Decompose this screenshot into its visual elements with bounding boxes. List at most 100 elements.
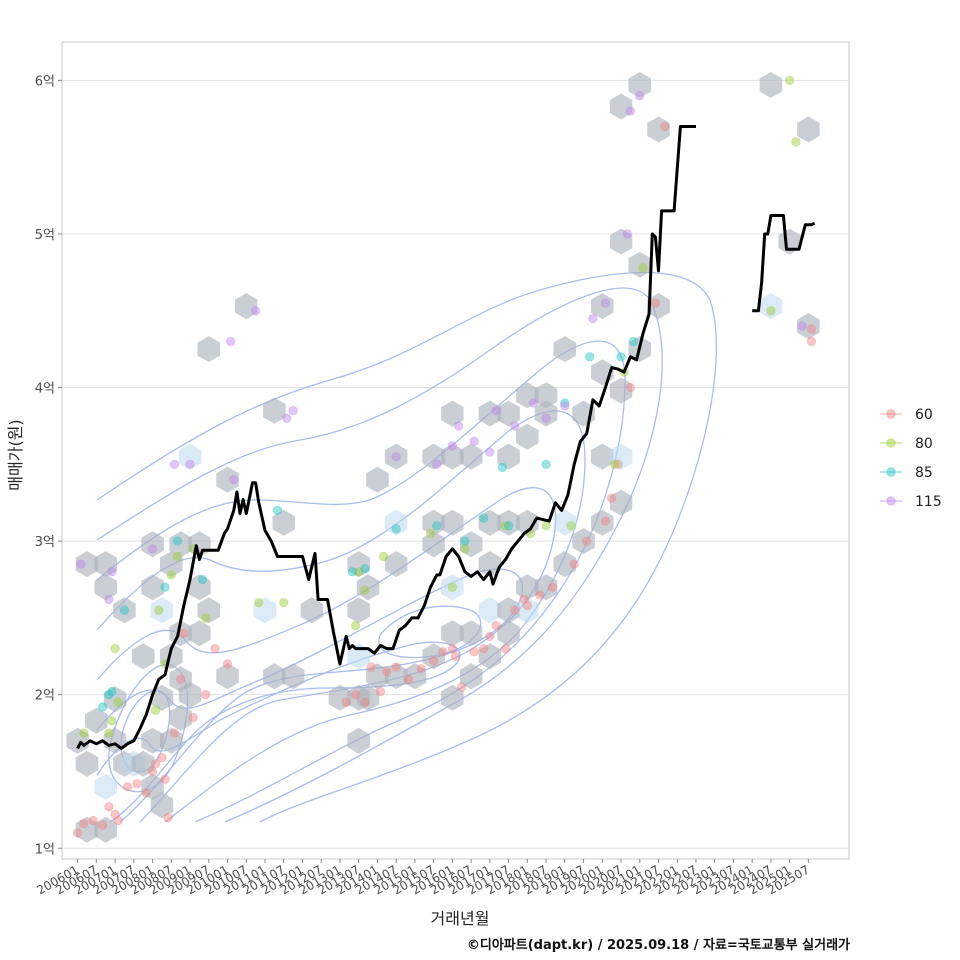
hexbin-cell: [75, 816, 99, 843]
data-point-115: [229, 474, 239, 485]
hexbin-cell: [516, 597, 539, 624]
data-point-85: [347, 567, 358, 577]
data-point-60: [188, 713, 198, 723]
x-axis-title: 거래년월: [431, 909, 490, 928]
data-point-60: [391, 662, 401, 672]
data-point-115: [282, 413, 292, 423]
data-point-60: [522, 600, 533, 611]
data-point-85: [272, 505, 283, 516]
data-point-60: [500, 643, 511, 654]
data-point-60: [382, 666, 392, 677]
hexbin-cell: [516, 574, 539, 601]
y-tick-label: 5억: [35, 228, 55, 243]
hexbin-cell: [459, 531, 483, 558]
hexbin-cell: [591, 509, 614, 536]
data-point-85: [616, 352, 626, 362]
data-point-60: [650, 298, 661, 308]
hexbin-cell: [178, 443, 202, 470]
data-point-60: [113, 815, 123, 826]
hexbin-cell: [441, 574, 464, 601]
hexbin-cell: [113, 597, 136, 624]
data-point-85: [503, 521, 514, 531]
hexbin-cell: [75, 750, 99, 777]
hexbin-cell: [797, 116, 820, 143]
data-point-60: [160, 774, 170, 784]
hexbin-cell: [160, 551, 183, 578]
hexbin-cell: [169, 704, 192, 731]
data-point-85: [560, 398, 570, 408]
hexbin-cell: [141, 727, 164, 754]
scatter-points: [72, 75, 817, 838]
data-point-85: [107, 686, 117, 697]
hexbin-cell: [141, 574, 164, 601]
contour-3: [96, 340, 626, 823]
hexbin-cell: [160, 643, 183, 670]
data-point-115: [391, 451, 401, 462]
hexbin-cell: [478, 551, 502, 578]
hexbin-cell: [591, 443, 614, 470]
legend-item-85: 85: [880, 465, 933, 481]
hexbin-cell: [188, 620, 211, 647]
data-point-85: [160, 582, 170, 592]
data-point-80: [113, 697, 123, 708]
data-point-115: [635, 91, 645, 101]
hexbin-cell: [478, 643, 502, 670]
data-point-115: [528, 398, 539, 408]
hexbin-cell: [66, 727, 89, 754]
data-point-60: [613, 459, 623, 470]
hexbin-cell: [759, 293, 783, 320]
data-point-80: [447, 582, 458, 592]
contour-1: [96, 271, 717, 823]
hexbin-cell: [178, 681, 202, 708]
hexbin-cell: [384, 443, 408, 470]
hexbin-cell: [478, 400, 502, 427]
hexbin-cell: [497, 620, 520, 647]
y-tick-label: 1억: [35, 842, 55, 857]
hexbin-cell: [516, 423, 539, 450]
hexbin-cell: [85, 707, 108, 734]
hexbin-cell: [150, 597, 174, 624]
hexbin-cell: [609, 377, 633, 404]
data-point-60: [660, 121, 670, 132]
data-point-60: [569, 559, 579, 569]
legend-key-dot: [886, 409, 896, 419]
hexbin-cell: [797, 313, 820, 340]
data-point-115: [797, 321, 807, 331]
data-point-85: [585, 352, 595, 362]
hexbin-cell: [347, 551, 370, 578]
data-point-60: [350, 689, 361, 700]
hexbin-cell: [384, 663, 408, 690]
contour-5: [96, 487, 557, 823]
data-point-115: [447, 441, 458, 451]
data-point-115: [225, 336, 236, 347]
y-axis-ticks: 1억 2억 3억 4억 5억 6억: [35, 74, 62, 857]
data-point-60: [341, 697, 351, 708]
hexbin-cell: [441, 509, 464, 536]
hexbin-cell: [534, 382, 558, 409]
hexbin-cell: [356, 574, 380, 601]
hexbin-cell: [628, 72, 651, 98]
y-tick-label: 3억: [35, 535, 55, 550]
data-point-60: [606, 493, 617, 503]
data-point-80: [350, 620, 361, 631]
hexbin-cell: [609, 443, 633, 470]
data-point-80: [353, 567, 364, 577]
hexbin-cell: [403, 663, 427, 690]
data-point-60: [510, 605, 520, 615]
data-point-115: [588, 313, 598, 324]
data-point-60: [581, 536, 592, 546]
y-tick-label: 4억: [35, 382, 55, 397]
data-point-60: [169, 728, 180, 738]
hexbin-cell: [441, 684, 464, 711]
data-point-80: [154, 605, 164, 615]
hexbin-cell: [553, 336, 577, 363]
hexbin-cell: [441, 620, 464, 647]
data-point-60: [450, 651, 461, 661]
data-point-60: [366, 662, 376, 672]
hexbin-cell: [197, 336, 220, 363]
data-point-80: [360, 585, 370, 595]
data-point-85: [541, 459, 551, 470]
hexbin-cell: [169, 531, 192, 558]
data-point-115: [147, 544, 158, 554]
